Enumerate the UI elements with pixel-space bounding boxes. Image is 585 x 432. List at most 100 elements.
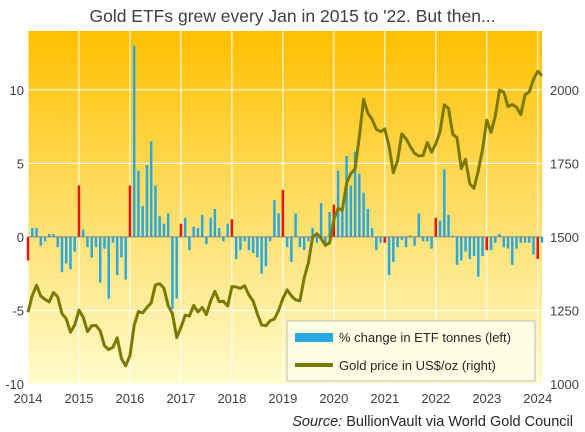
etf-bar [103,236,106,249]
y-right-tick-label: 1250 [550,303,579,318]
x-tick-label: 2017 [166,391,195,406]
etf-bar [268,236,272,242]
x-tick-label: 2021 [370,391,399,406]
etf-bar [349,185,353,237]
source-text: BullionVault via World Gold Council [342,414,573,430]
etf-bar [64,236,68,264]
x-tick-label: 2023 [472,391,501,406]
etf-bar [345,156,348,237]
etf-bar [528,236,531,243]
gold-price-polyline [26,69,544,368]
etf-bar-january [281,189,285,237]
etf-bar [451,235,455,237]
etf-bar [222,236,225,242]
etf-bar [226,223,229,237]
legend: % change in ETF tonnes (left) Gold price… [286,320,536,382]
etf-bar [396,236,399,248]
etf-bar [498,233,501,237]
etf-bar [247,236,251,251]
etf-bar [171,236,174,309]
etf-bar [481,236,484,257]
etf-bar [124,236,127,280]
x-tick-label: 2019 [268,391,297,406]
etf-bar [175,236,178,299]
etf-bar [307,236,310,242]
x-tick-label: 2014 [14,391,43,406]
y-axis-left: -10 -5 0 5 10 [5,83,24,392]
etf-bar [290,236,293,262]
etf-bar [166,213,170,237]
etf-bar [502,236,506,248]
etf-bar [94,236,98,248]
etf-bar [273,200,276,237]
etf-bar-january [26,236,30,261]
etf-bar [430,236,433,249]
etf-bar [464,236,467,252]
etf-bar [31,228,34,237]
etf-bar [60,236,64,273]
etf-bar [353,151,357,237]
etf-bar [141,206,144,237]
etf-bar [400,236,404,240]
etf-bar [294,213,297,237]
y-axis-right: 1000 1250 1500 1750 2000 [550,83,579,392]
etf-bar [315,236,319,243]
etf-bar [137,170,140,237]
etf-bar [277,213,280,237]
etf-bar [362,192,365,237]
etf-bar [311,228,314,237]
etf-bar [511,236,514,265]
y-left-tick-label: 5 [17,156,24,171]
x-tick-label: 2020 [319,391,348,406]
etf-bar-january [128,185,132,237]
source-note: Source: BullionVault via World Gold Coun… [292,414,573,430]
etf-bar [145,164,149,237]
etf-bar [48,233,51,237]
etf-bar [69,236,72,270]
y-left-tick-label: 0 [17,230,24,245]
etf-bar-january [383,236,387,243]
etf-bar [460,236,463,261]
etf-bar [132,45,136,237]
etf-bar [264,236,268,267]
etf-bar [260,236,263,274]
gold-price-line [26,69,544,368]
etf-bar [387,236,391,276]
etf-bar [540,236,544,243]
etf-bar [39,236,42,246]
etf-bar [392,236,395,262]
etf-bar [239,236,242,251]
etf-bar [468,236,472,259]
etf-bar [523,236,527,243]
etf-bar-january [179,223,183,237]
etf-bar [256,236,259,258]
etf-bar [519,236,522,243]
etf-bar [515,236,518,249]
etf-bar [200,214,204,237]
x-tick-label: 2024 [523,391,552,406]
x-axis: 2014 2015 2016 2017 2018 2019 2020 2021 2022 2023… [14,391,553,406]
etf-bar [234,236,238,259]
etf-bar [370,228,374,237]
etf-bar [243,236,246,242]
etf-bar [409,235,412,237]
etf-bar-january [485,236,489,251]
y-left-tick-label: -10 [5,377,24,392]
etf-bar [43,236,47,242]
etf-bar [213,208,217,237]
etf-bar [188,236,191,251]
etf-bar [217,228,221,237]
etf-bar [154,185,157,237]
etf-bar [404,236,408,248]
etf-bar [81,229,85,237]
x-tick-label: 2022 [421,391,450,406]
y-right-tick-label: 2000 [550,83,579,98]
x-tick-label: 2018 [217,391,246,406]
x-tick-label: 2016 [115,391,144,406]
legend-box [286,320,536,382]
etf-bar [417,213,421,237]
etf-bar [319,203,323,237]
etf-bar [183,217,187,237]
etf-bar [162,223,166,237]
y-left-tick-label: 10 [10,83,24,98]
